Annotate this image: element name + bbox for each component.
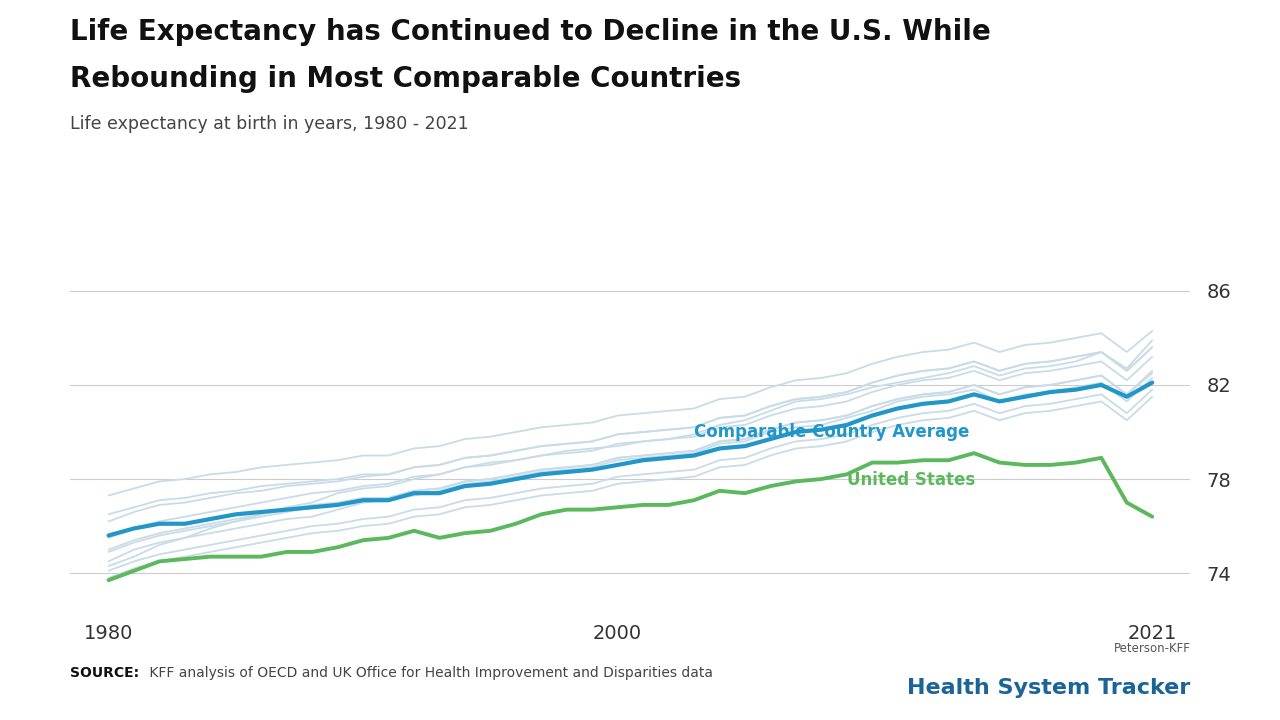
Text: Peterson-KFF: Peterson-KFF [1114, 642, 1190, 655]
Text: Life expectancy at birth in years, 1980 - 2021: Life expectancy at birth in years, 1980 … [70, 115, 468, 133]
Text: United States: United States [847, 471, 975, 489]
Text: Life Expectancy has Continued to Decline in the U.S. While: Life Expectancy has Continued to Decline… [70, 18, 991, 46]
Text: Comparable Country Average: Comparable Country Average [694, 423, 969, 441]
Text: SOURCE:: SOURCE: [70, 667, 140, 680]
Text: KFF analysis of OECD and UK Office for Health Improvement and Disparities data: KFF analysis of OECD and UK Office for H… [145, 667, 713, 680]
Text: Health System Tracker: Health System Tracker [908, 678, 1190, 698]
Text: Rebounding in Most Comparable Countries: Rebounding in Most Comparable Countries [70, 65, 741, 93]
